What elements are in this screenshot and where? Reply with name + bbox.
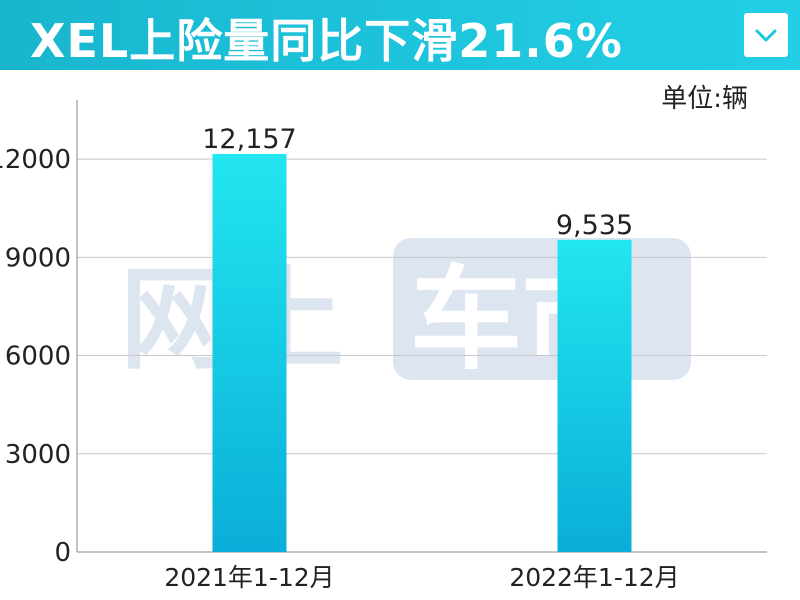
y-tick-label: 9000 xyxy=(5,243,71,273)
bar xyxy=(212,153,287,552)
x-tick-label: 2021年1-12月 xyxy=(164,563,334,592)
data-label: 9,535 xyxy=(556,210,633,241)
page-title: XEL上险量同比下滑21.6% xyxy=(30,14,623,68)
unit-label: 单位:辆 xyxy=(661,84,748,114)
x-tick-labels: 2021年1-12月 2022年1-12月 xyxy=(164,563,679,592)
x-tick-label: 2022年1-12月 xyxy=(509,563,679,592)
title-banner: XEL上险量同比下滑21.6% xyxy=(0,0,800,70)
y-tick-label: 12000 xyxy=(0,145,71,175)
chevron-down-icon xyxy=(755,29,777,42)
bar xyxy=(557,239,632,553)
y-tick-label: 0 xyxy=(54,538,71,568)
data-label: 12,157 xyxy=(202,124,296,155)
y-tick-labels: 0 3000 6000 9000 12000 xyxy=(0,145,71,568)
dropdown-button[interactable] xyxy=(744,13,788,57)
y-tick-label: 6000 xyxy=(5,342,71,372)
gridlines xyxy=(77,158,767,455)
y-tick-label: 3000 xyxy=(5,440,71,470)
bars: 12,157 9,535 xyxy=(202,124,633,553)
